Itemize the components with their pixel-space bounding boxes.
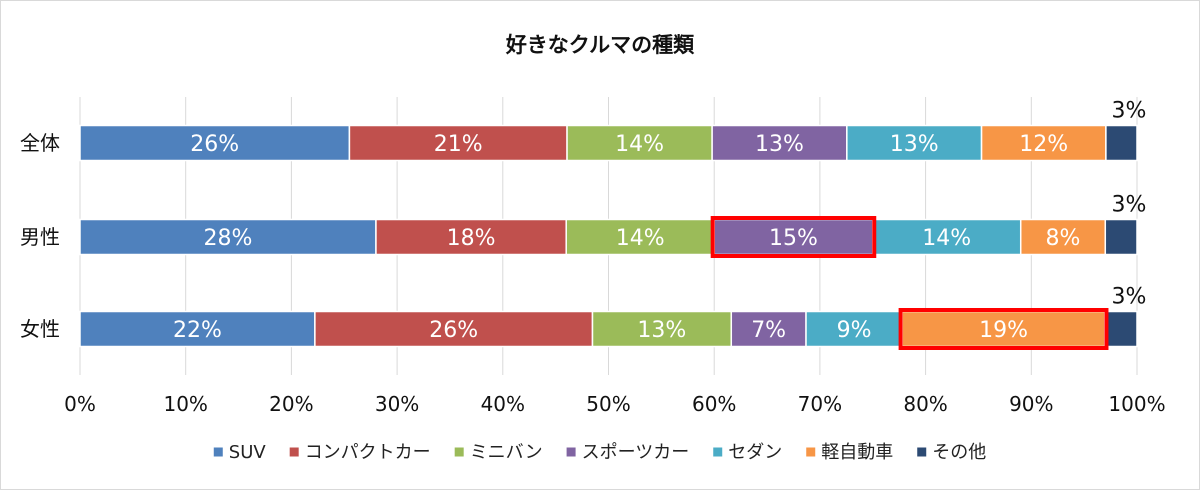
data-label: 26%	[429, 318, 478, 343]
legend-label: スポーツカー	[582, 442, 690, 463]
x-tick-label: 0%	[64, 392, 96, 416]
legend-swatch	[213, 447, 223, 457]
x-tick-label: 50%	[586, 392, 630, 416]
legend-label: セダン	[728, 442, 782, 463]
data-label: 19%	[979, 318, 1028, 343]
x-tick-label: 10%	[163, 392, 207, 416]
data-label: 3%	[1112, 285, 1147, 310]
legend: SUV コンパクトカー ミニバン スポーツカー セダン 軽自動車 その他	[213, 442, 986, 463]
bar-segment	[1104, 218, 1138, 256]
data-label: 14%	[615, 132, 664, 157]
data-label: 13%	[637, 318, 686, 343]
data-label: 18%	[447, 226, 496, 251]
chart-title: 好きなクルマの種類	[505, 33, 695, 57]
x-axis-ticks: 0% 10% 20% 30% 40% 50% 60% 70% 80% 90% 100%	[64, 392, 1165, 416]
bar-segment	[79, 310, 316, 348]
data-label: 13%	[755, 132, 804, 157]
legend-label: ミニバン	[470, 442, 543, 463]
data-label: 3%	[1112, 193, 1147, 218]
legend-swatch	[806, 447, 816, 457]
category-label: 男性	[20, 225, 60, 249]
highlight-box	[898, 308, 1109, 350]
legend-swatch	[713, 447, 723, 457]
bar-segment	[711, 124, 848, 162]
data-label: 26%	[190, 132, 239, 157]
bar-segment	[566, 124, 713, 162]
bar-segment	[872, 218, 1022, 256]
data-label: 8%	[1046, 226, 1081, 251]
highlight-box	[710, 216, 877, 258]
category-label: 女性	[20, 317, 60, 341]
legend-label: SUV	[229, 442, 267, 463]
bars: 26% 21% 14% 13% 13% 12% 3% 28% 18% 14% 15% 14% 8% 3% 2…	[79, 99, 1147, 350]
bar-segment	[79, 124, 351, 162]
data-label: 9%	[837, 318, 872, 343]
legend-label: 軽自動車	[821, 442, 893, 463]
legend-swatch	[289, 447, 299, 457]
data-label: 28%	[204, 226, 253, 251]
x-tick-label: 100%	[1108, 392, 1165, 416]
bar-segment	[846, 124, 983, 162]
bar-segment	[805, 310, 903, 348]
data-label: 22%	[173, 318, 222, 343]
x-tick-label: 70%	[798, 392, 842, 416]
bar-segment	[1105, 124, 1138, 162]
bar-segment	[314, 310, 594, 348]
x-tick-label: 40%	[481, 392, 525, 416]
bar-segment	[980, 124, 1107, 162]
x-tick-label: 60%	[692, 392, 736, 416]
data-label: 14%	[922, 226, 971, 251]
bar-segment	[591, 310, 733, 348]
data-label: 7%	[751, 318, 786, 343]
legend-label: コンパクトカー	[305, 442, 431, 463]
data-label: 15%	[769, 226, 818, 251]
legend-swatch	[566, 447, 576, 457]
legend-swatch	[917, 447, 927, 457]
legend-label: その他	[932, 442, 986, 463]
x-tick-label: 90%	[1009, 392, 1053, 416]
x-tick-label: 30%	[375, 392, 419, 416]
x-tick-label: 80%	[903, 392, 947, 416]
category-label: 全体	[20, 131, 60, 155]
bar-segment	[730, 310, 807, 348]
bar-segment	[1104, 310, 1138, 348]
data-label: 13%	[890, 132, 939, 157]
bar-segment	[375, 218, 567, 256]
x-tick-label: 20%	[269, 392, 313, 416]
bar-segment	[1019, 218, 1107, 256]
legend-swatch	[454, 447, 464, 457]
data-label: 12%	[1019, 132, 1068, 157]
data-label: 3%	[1112, 99, 1147, 124]
data-label: 21%	[434, 132, 483, 157]
data-label: 14%	[616, 226, 665, 251]
